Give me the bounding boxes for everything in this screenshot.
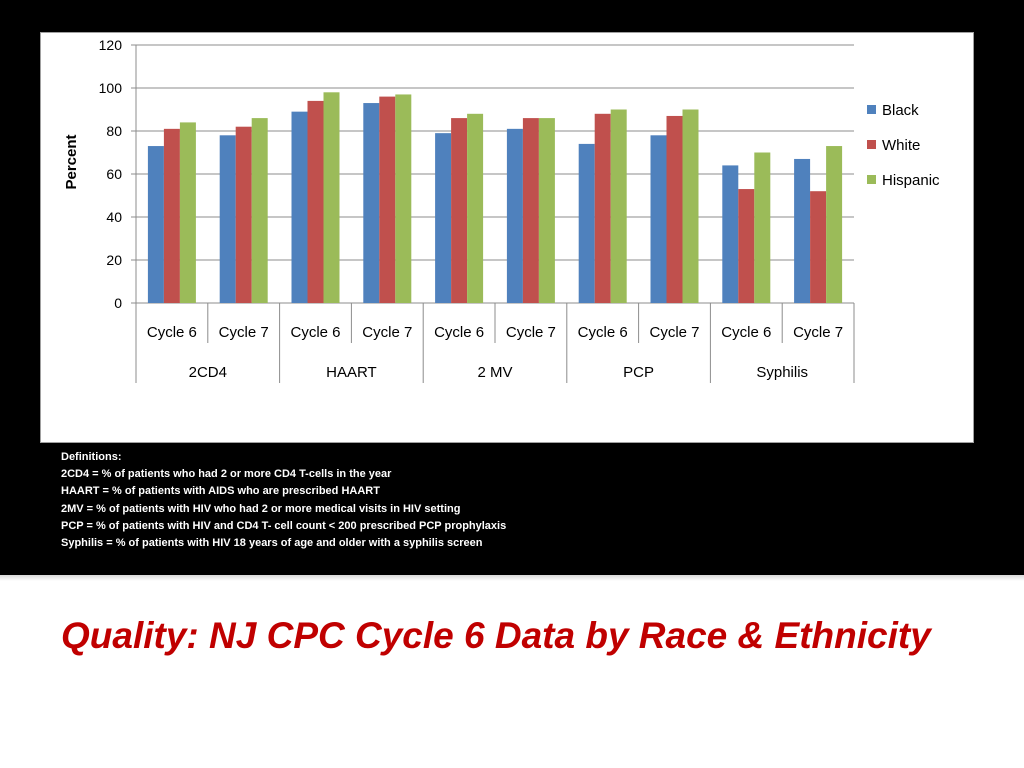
x-group-label: Syphilis — [756, 364, 808, 381]
slide-title: Quality: NJ CPC Cycle 6 Data by Race & E… — [61, 615, 931, 656]
bar-black-9 — [722, 165, 739, 303]
bar-white-4 — [379, 96, 396, 303]
y-tick-label: 80 — [106, 123, 122, 139]
bar-black-4 — [363, 103, 380, 303]
x-category-label: Cycle 7 — [506, 324, 556, 341]
bar-black-10 — [794, 158, 811, 303]
bar-hispanic-3 — [323, 92, 340, 303]
bar-white-7 — [594, 113, 611, 303]
bar-black-5 — [435, 133, 452, 303]
x-category-label: Cycle 6 — [434, 324, 484, 341]
x-category-label: Cycle 6 — [721, 324, 771, 341]
legend-swatch-white — [867, 140, 876, 149]
bar-hispanic-10 — [826, 146, 843, 303]
definition-syphilis: Syphilis = % of patients with HIV 18 yea… — [61, 537, 483, 550]
x-category-label: Cycle 6 — [290, 324, 340, 341]
bar-white-10 — [810, 191, 827, 303]
bar-white-1 — [163, 128, 180, 303]
x-group-label: 2 MV — [477, 364, 512, 381]
bar-black-1 — [147, 146, 164, 303]
x-group-label: HAART — [326, 364, 377, 381]
bar-hispanic-4 — [395, 94, 412, 303]
x-category-label: Cycle 7 — [219, 324, 269, 341]
definition-2mv: 2MV = % of patients with HIV who had 2 o… — [61, 502, 461, 515]
slide-divider — [0, 575, 1024, 581]
bar-hispanic-7 — [610, 109, 627, 303]
bar-black-8 — [650, 135, 667, 303]
bar-hispanic-1 — [179, 122, 196, 304]
bar-white-8 — [666, 115, 683, 303]
y-axis-title: Percent — [63, 134, 80, 189]
legend-swatch-hispanic — [867, 175, 876, 184]
bar-hispanic-9 — [754, 152, 771, 303]
x-category-label: Cycle 7 — [793, 324, 843, 341]
bar-hispanic-6 — [538, 118, 555, 303]
legend-swatch-black — [867, 105, 876, 114]
x-category-label: Cycle 6 — [147, 324, 197, 341]
definitions-heading: Definitions: — [61, 451, 122, 463]
bar-black-7 — [578, 143, 595, 303]
bar-white-6 — [522, 118, 539, 303]
legend-label-hispanic: Hispanic — [882, 172, 940, 189]
definitions-block: Definitions: 2CD4 = % of patients who ha… — [61, 449, 961, 552]
bar-hispanic-5 — [467, 113, 484, 303]
legend-label-white: White — [882, 137, 920, 154]
bar-chart: 0 20 40 60 80 100 120 Percent Cycle 6 Cycle 7 Cycl… — [63, 37, 940, 383]
y-tick-label: 0 — [114, 295, 122, 311]
y-tick-label: 120 — [99, 37, 123, 53]
bar-white-5 — [451, 118, 468, 303]
bar-white-2 — [235, 126, 252, 303]
y-tick-label: 40 — [106, 209, 122, 225]
bar-black-3 — [291, 111, 308, 304]
bar-hispanic-8 — [682, 109, 699, 303]
y-tick-label: 60 — [106, 166, 122, 182]
bar-black-2 — [219, 135, 236, 303]
chart-area: 0 20 40 60 80 100 120 Percent Cycle 6 Cycle 7 Cycl… — [40, 32, 974, 443]
bar-hispanic-2 — [251, 118, 268, 303]
definition-haart: HAART = % of patients with AIDS who are … — [61, 485, 380, 498]
bar-black-6 — [506, 128, 523, 303]
bar-white-3 — [307, 100, 324, 304]
x-category-label: Cycle 7 — [362, 324, 412, 341]
definition-pcp: PCP = % of patients with HIV and CD4 T- … — [61, 519, 507, 532]
x-group-label: PCP — [623, 364, 654, 381]
bar-white-9 — [738, 189, 755, 303]
x-group-label: 2CD4 — [189, 364, 227, 381]
x-category-label: Cycle 7 — [649, 324, 699, 341]
y-tick-label: 20 — [106, 252, 122, 268]
x-category-label: Cycle 6 — [578, 324, 628, 341]
definition-2cd4: 2CD4 = % of patients who had 2 or more C… — [61, 468, 392, 481]
legend-label-black: Black — [882, 102, 919, 119]
y-tick-label: 100 — [99, 80, 123, 96]
